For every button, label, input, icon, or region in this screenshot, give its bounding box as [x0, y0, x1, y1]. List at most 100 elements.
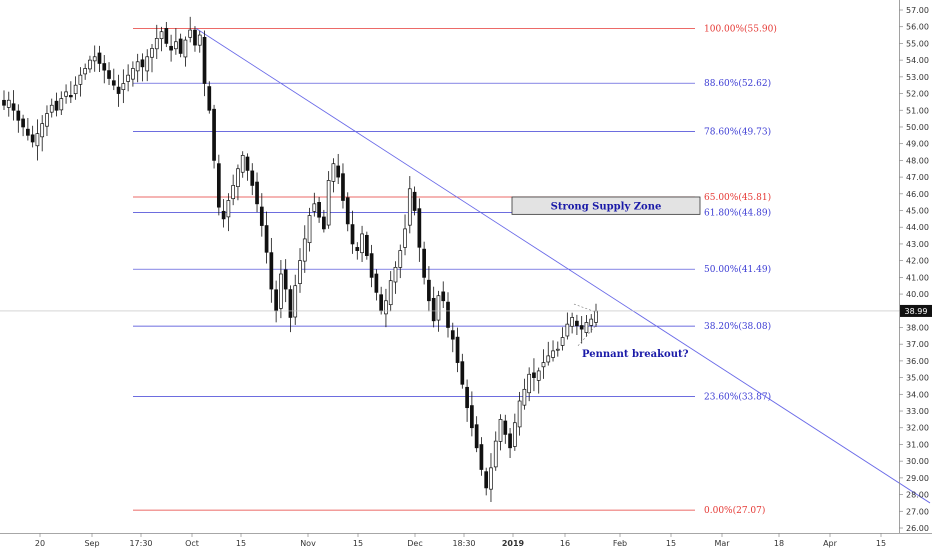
candle	[140, 53, 145, 82]
candle-body	[202, 36, 207, 84]
candle	[236, 164, 240, 201]
candle	[512, 413, 517, 451]
candle-body	[379, 294, 384, 312]
time-tick-label: 15	[876, 539, 886, 548]
candle-body	[135, 61, 140, 72]
candle	[11, 90, 16, 121]
candle-body	[255, 181, 259, 205]
candle-body	[193, 29, 197, 46]
price-tick-label: 30.00	[906, 457, 929, 466]
candle	[470, 391, 474, 437]
supply-zone-box	[511, 196, 701, 215]
candle	[465, 379, 469, 422]
price-axis[interactable]: 26.00 27.00 28.00 29.00 30.00 31.00 32.00 33.00…	[899, 0, 929, 533]
candle-body	[489, 467, 493, 490]
candle	[431, 286, 436, 328]
candle	[555, 341, 560, 357]
candle	[307, 207, 312, 252]
candle	[403, 214, 407, 256]
candle	[111, 68, 116, 91]
candle	[322, 209, 326, 233]
candle-body	[2, 99, 6, 106]
candle	[226, 193, 231, 232]
candle-body	[154, 38, 159, 50]
candle-body	[169, 45, 173, 51]
price-tick-label: 43.00	[906, 240, 929, 249]
candle-body	[532, 372, 536, 378]
candle-body	[45, 113, 49, 127]
candle	[240, 151, 245, 178]
candle	[575, 314, 579, 335]
time-tick-label: 15	[666, 539, 676, 548]
candle-body	[73, 84, 78, 95]
fib-level-label: 78.60%(49.73)	[704, 126, 771, 137]
candle	[589, 314, 594, 333]
time-axis[interactable]: 20 Sep 17:30 Oct 15 Nov 15 Dec 18:30 2019 16 Feb 15 M…	[0, 533, 932, 548]
candle-body	[331, 163, 336, 182]
candle-body	[398, 250, 403, 268]
candle	[355, 242, 360, 260]
candle	[78, 67, 83, 97]
time-tick-label: Nov	[300, 539, 316, 548]
candle	[107, 62, 111, 85]
candle	[83, 63, 88, 80]
candle	[59, 91, 64, 116]
candle-body	[551, 350, 555, 358]
candle-body	[341, 173, 345, 201]
price-tick-label: 55.00	[906, 39, 929, 48]
candle	[350, 210, 355, 254]
candle-body	[412, 191, 417, 211]
candle-body	[345, 197, 350, 225]
time-tick-label: Apr	[823, 539, 838, 548]
candle-body	[570, 317, 574, 327]
last-price-tag: 38.99	[900, 304, 932, 317]
candle	[441, 281, 446, 308]
downtrend-line[interactable]	[195, 28, 931, 504]
candle	[503, 414, 508, 444]
candle-body	[369, 253, 374, 278]
candle	[183, 36, 188, 67]
candle	[446, 292, 450, 338]
candle	[97, 45, 102, 72]
candle	[68, 81, 73, 104]
candle-body	[479, 444, 484, 470]
candle-body	[11, 103, 16, 111]
candle	[317, 197, 321, 223]
candle-body	[159, 31, 164, 40]
candle	[422, 241, 426, 285]
candle	[245, 153, 250, 181]
candle-body	[174, 41, 178, 50]
candle-body	[68, 95, 73, 98]
candle	[255, 172, 259, 213]
candle-body	[226, 200, 231, 218]
candle	[279, 259, 283, 319]
price-tick-label: 52.00	[906, 90, 929, 99]
last-price-tag-box	[900, 304, 932, 317]
candle	[312, 192, 317, 217]
price-tick-label: 26.00	[906, 524, 929, 533]
time-tick-label: Dec	[407, 539, 422, 548]
candle-body	[393, 266, 398, 283]
candle	[193, 26, 197, 52]
candle-body	[541, 362, 546, 368]
candle-body	[6, 99, 11, 108]
candle	[551, 340, 555, 362]
candle	[579, 316, 584, 344]
candle	[517, 391, 522, 436]
candle	[64, 84, 68, 104]
candle	[169, 34, 173, 62]
last-price-tag-label: 38.99	[905, 307, 928, 316]
candle	[302, 225, 307, 273]
candle-body	[164, 28, 169, 44]
candle	[541, 349, 546, 379]
candle-body	[264, 225, 269, 253]
candle	[102, 55, 107, 84]
candle	[293, 274, 298, 325]
candle	[159, 26, 164, 52]
time-tick-label: Feb	[613, 539, 627, 548]
candle-body	[83, 68, 88, 75]
candle	[407, 176, 412, 234]
candle	[417, 198, 422, 262]
candle	[336, 153, 341, 185]
